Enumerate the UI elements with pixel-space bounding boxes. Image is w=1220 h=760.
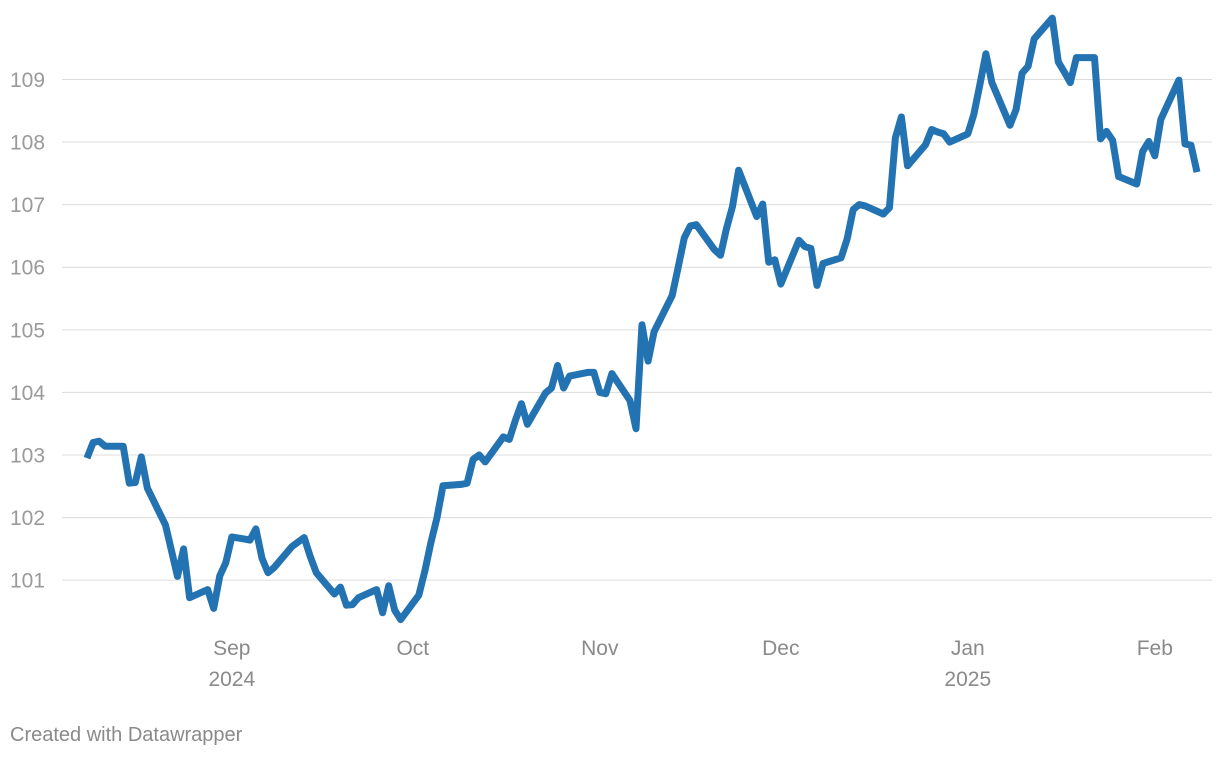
x-tick-label-feb: Feb	[1137, 637, 1173, 660]
x-tick-label-oct: Oct	[396, 637, 429, 660]
y-tick-label-109: 109	[10, 69, 45, 92]
x-tick-label-dec: Dec	[762, 637, 799, 660]
x-tick-label-nov: Nov	[581, 637, 619, 660]
x-tick-label-jan: Jan	[951, 637, 985, 660]
y-tick-label-107: 107	[10, 194, 45, 217]
y-tick-label-102: 102	[10, 507, 45, 530]
x-tick-year-2024: 2024	[208, 668, 255, 691]
credit-text: Created with Datawrapper	[10, 724, 243, 746]
y-tick-label-106: 106	[10, 257, 45, 280]
gridlines	[62, 78, 1212, 581]
y-tick-label-104: 104	[10, 382, 45, 405]
series-layer	[83, 14, 1201, 624]
x-tick-year-2025: 2025	[944, 668, 991, 691]
y-tick-label-101: 101	[10, 570, 45, 593]
y-axis-tick-labels: 101 102 103 104 105 106 107 108 109	[10, 69, 45, 593]
series-line-0	[83, 14, 1201, 624]
x-axis-tick-labels: Sep 2024 Oct Nov Dec Jan 2025 Feb	[208, 637, 1172, 691]
y-tick-label-105: 105	[10, 319, 45, 342]
y-tick-label-108: 108	[10, 132, 45, 155]
x-tick-label-sep: Sep	[213, 637, 250, 660]
y-tick-label-103: 103	[10, 445, 45, 468]
line-chart: 101 102 103 104 105 106 107 108 109 Sep 2024 Oct No…	[10, 14, 1212, 691]
